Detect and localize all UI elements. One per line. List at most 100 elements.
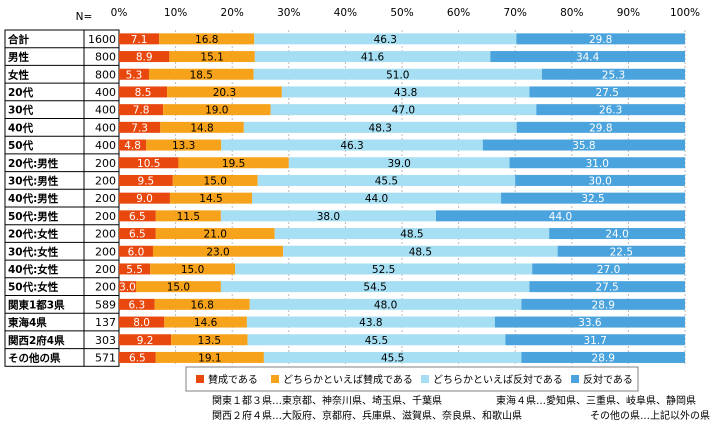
bar-segment <box>253 68 542 80</box>
bar-segment <box>148 68 254 80</box>
n-value: 800 <box>95 68 116 81</box>
n-value: 571 <box>95 351 116 364</box>
bar-segment <box>220 210 436 222</box>
bar-segment <box>532 263 685 275</box>
data-label: 18.5 <box>190 69 213 81</box>
bar-segment <box>529 86 685 98</box>
bar-segment <box>146 139 222 151</box>
data-label: 6.5 <box>129 352 146 364</box>
legend-frame <box>185 366 639 392</box>
n-value: 589 <box>95 298 116 311</box>
bar-segment <box>243 121 517 133</box>
data-label: 5.5 <box>126 264 143 276</box>
data-label: 45.5 <box>375 175 398 187</box>
legend-label: 賛成である <box>208 373 258 386</box>
data-label: 14.8 <box>190 122 213 134</box>
data-label: 16.8 <box>191 299 214 311</box>
category-label: 30代:女性 <box>8 245 59 258</box>
data-label: 51.0 <box>386 69 409 81</box>
bar-segment <box>435 210 685 222</box>
bar-segment <box>515 174 685 186</box>
data-label: 46.3 <box>340 140 363 152</box>
bar-segment <box>249 298 522 310</box>
category-label: 30代 <box>8 104 34 117</box>
n-value: 200 <box>95 263 116 276</box>
n-header: N= <box>76 11 93 23</box>
footnotes: 関東１都３県…東京都、神奈川県、埼玉県、千葉県 東海４県…愛知県、三重県、岐阜県、… <box>212 394 710 422</box>
bar-segment <box>119 334 172 346</box>
bar-segment <box>152 245 284 257</box>
bar-segment <box>164 316 247 328</box>
legend-swatch <box>421 375 429 383</box>
n-value: 200 <box>95 157 116 170</box>
bar-segment <box>119 298 155 310</box>
data-label: 15.0 <box>167 282 190 294</box>
category-label: 関西2府4県 <box>8 334 65 347</box>
data-label: 19.1 <box>198 352 221 364</box>
data-label: 15.1 <box>200 52 223 64</box>
category-label: 40代:女性 <box>8 263 59 276</box>
bar-segment <box>163 104 271 116</box>
bar-segment <box>159 33 255 45</box>
bar-segment <box>220 281 530 293</box>
data-label: 38.0 <box>317 211 340 223</box>
data-label: 28.9 <box>592 352 615 364</box>
category-label: 50代:女性 <box>8 281 59 294</box>
n-value: 400 <box>95 104 116 117</box>
footnote: 東海４県…愛知県、三重県、岐阜県、静岡県 <box>496 394 696 407</box>
bar-segment <box>169 51 255 63</box>
bar-segment <box>246 316 495 328</box>
data-label: 13.3 <box>172 140 195 152</box>
n-value: 800 <box>95 51 116 64</box>
bar-segment <box>252 192 502 204</box>
data-label: 54.5 <box>363 282 386 294</box>
data-label: 46.3 <box>374 34 397 46</box>
n-value: 137 <box>95 316 116 329</box>
bar-segment <box>119 68 149 80</box>
bar-segment <box>119 104 164 116</box>
legend-label: 反対である <box>583 373 633 386</box>
data-label: 31.7 <box>584 335 607 347</box>
category-label: 関東1都3県 <box>8 298 65 311</box>
legend: 賛成である どちらかといえば賛成である どちらかといえば反対である 反対である <box>185 366 639 392</box>
x-tick-label: 0% <box>111 7 128 19</box>
category-label: 男性 <box>8 51 29 64</box>
data-label: 3.0 <box>119 282 136 294</box>
bar-segment <box>263 351 522 363</box>
bar-segment <box>119 51 170 63</box>
bar-segment <box>135 281 221 293</box>
bar-segment <box>254 51 491 63</box>
data-label: 15.0 <box>204 175 227 187</box>
data-label: 43.8 <box>394 87 417 99</box>
bar-segment <box>494 316 685 328</box>
data-label: 31.0 <box>586 158 609 170</box>
data-label: 48.3 <box>369 122 392 134</box>
bar-segment <box>549 228 685 240</box>
bar-segment <box>521 351 685 363</box>
bar-segment <box>505 334 685 346</box>
category-label: 40代:男性 <box>8 192 59 205</box>
bar-segment <box>557 245 685 257</box>
x-tick-label: 80% <box>560 7 583 19</box>
bar-segment <box>178 157 289 169</box>
data-label: 4.8 <box>124 140 141 152</box>
bar-segment <box>283 245 558 257</box>
data-label: 10.5 <box>137 158 160 170</box>
data-label: 45.5 <box>381 352 404 364</box>
rows: 合計 1600 7.1 16.8 46.3 29.8 男性 800 8.9 15.1 41.6 34.… <box>4 29 685 367</box>
data-label: 14.5 <box>199 193 222 205</box>
data-label: 43.8 <box>359 317 382 329</box>
bar-segment <box>150 263 236 275</box>
data-label: 15.0 <box>181 264 204 276</box>
x-tick-label: 10% <box>164 7 187 19</box>
data-label: 21.0 <box>204 229 227 241</box>
n-value: 200 <box>95 192 116 205</box>
data-label: 9.5 <box>138 175 155 187</box>
category-label: 50代:男性 <box>8 210 59 223</box>
bar-segment <box>119 281 136 293</box>
data-label: 33.6 <box>578 317 602 329</box>
bar-segment <box>257 174 516 186</box>
data-label: 6.0 <box>128 246 145 258</box>
data-label: 13.5 <box>198 335 221 347</box>
